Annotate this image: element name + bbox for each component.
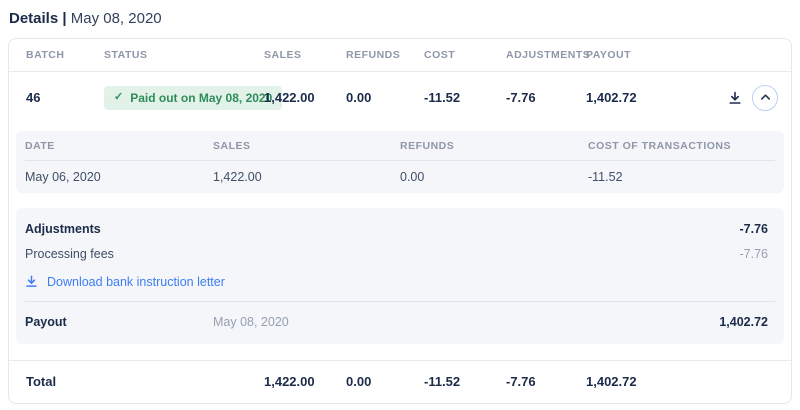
transaction-sales: 1,422.00 [213,170,262,184]
header-sales: SALES [264,49,302,61]
sub-header-cost: COST OF TRANSACTIONS [588,139,731,152]
processing-fees-value: -7.76 [739,247,769,261]
total-refunds: 0.00 [346,373,372,389]
header-adjustments: ADJUSTMENTS [506,49,591,61]
table-header-row: BATCH STATUS SALES REFUNDS COST ADJUSTME… [9,39,791,72]
total-label: Total [26,373,57,389]
sub-header-sales: SALES [213,139,251,152]
batch-row[interactable]: 46 ✓ Paid out on May 08, 2020 1,422.00 0… [9,72,791,123]
transaction-cost: -11.52 [588,170,623,184]
status-badge-label: Paid out on May 08, 2020 [130,90,273,105]
row-payout: 1,402.72 [586,90,637,105]
download-bank-letter-link[interactable]: Download bank instruction letter [16,266,784,298]
row-sales: 1,422.00 [264,90,315,105]
total-payout: 1,402.72 [586,373,637,389]
transaction-row: May 06, 2020 1,422.00 0.00 -11.52 [16,161,784,193]
payout-label: Payout [25,315,67,329]
total-section: Total 1,422.00 0.00 -11.52 -7.76 1,402.7… [9,360,791,401]
row-adjustments: -7.76 [506,90,536,105]
page-title-label: Details | [9,10,67,27]
details-card: BATCH STATUS SALES REFUNDS COST ADJUSTME… [8,38,792,404]
total-row: Total 1,422.00 0.00 -11.52 -7.76 1,402.7… [9,361,791,401]
adjustments-total-value: -7.76 [739,222,769,236]
sub-header-date: DATE [25,139,55,152]
adjustments-label: Adjustments [25,222,101,236]
processing-fees-row: Processing fees -7.76 [16,242,784,266]
total-cost: -11.52 [424,373,461,389]
processing-fees-label: Processing fees [25,247,114,261]
page-title: Details | May 08, 2020 [9,10,792,27]
transaction-date: May 06, 2020 [25,170,101,184]
download-icon[interactable] [727,90,743,106]
panel-separator [25,301,775,302]
sub-header-refunds: REFUNDS [400,139,455,152]
row-refunds: 0.00 [346,90,372,105]
header-payout: PAYOUT [586,49,632,61]
payout-value: 1,402.72 [719,315,768,329]
transactions-panel: DATE SALES REFUNDS COST OF TRANSACTIONS … [16,131,784,193]
adjustments-total-row: Adjustments -7.76 [16,216,784,242]
collapse-row-button[interactable] [752,84,778,111]
payout-row: Payout May 08, 2020 1,402.72 [16,302,784,342]
row-cost: -11.52 [424,90,461,105]
total-sales: 1,422.00 [264,373,315,389]
total-adjustments: -7.76 [506,373,536,389]
check-icon: ✓ [114,91,124,103]
adjustments-panel: Adjustments -7.76 Processing fees -7.76 … [16,208,784,344]
batch-number: 46 [26,90,41,105]
payout-date: May 08, 2020 [213,315,289,329]
transactions-header-row: DATE SALES REFUNDS COST OF TRANSACTIONS [16,131,784,161]
header-batch: BATCH [26,49,65,61]
download-icon-blue [25,275,39,289]
header-refunds: REFUNDS [346,49,401,61]
header-cost: COST [424,49,456,61]
download-bank-letter-label: Download bank instruction letter [47,275,225,289]
status-badge: ✓ Paid out on May 08, 2020 [104,85,283,110]
page-title-date: May 08, 2020 [70,10,162,27]
header-status: STATUS [104,49,148,61]
transaction-refunds: 0.00 [400,170,425,184]
